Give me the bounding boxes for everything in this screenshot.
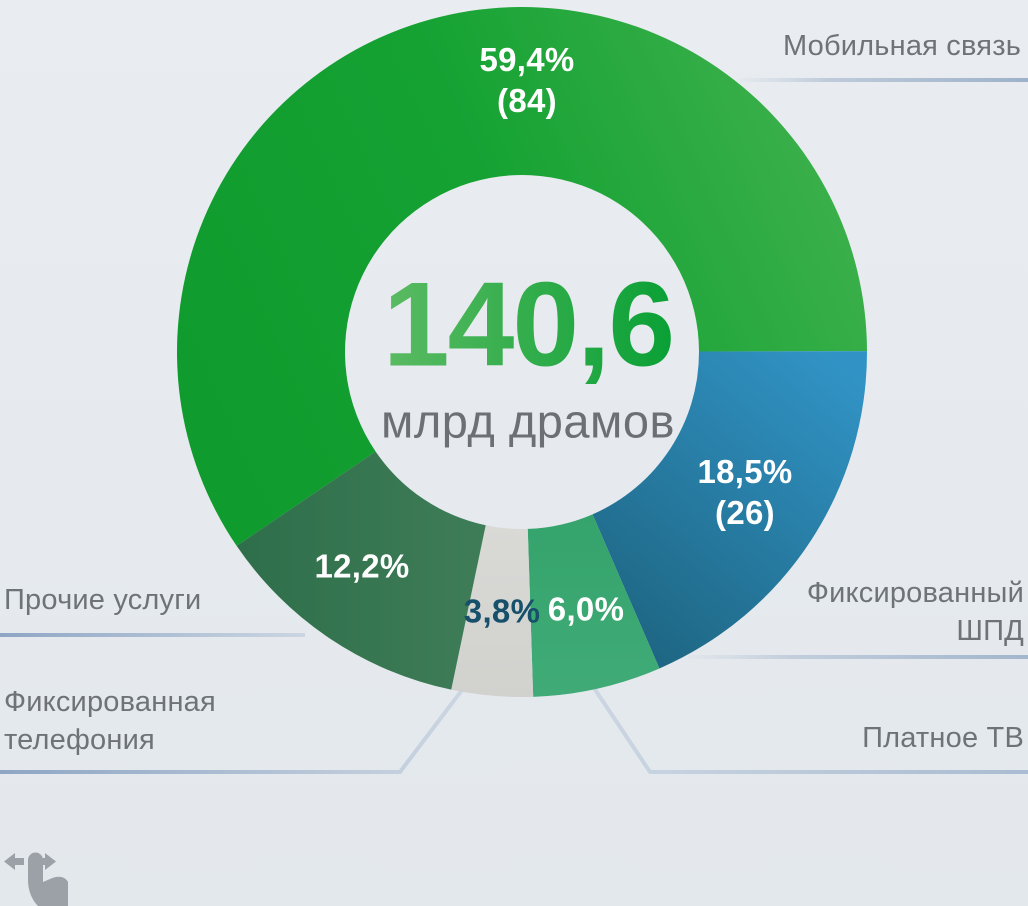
swipe-gesture-icon bbox=[4, 852, 68, 906]
slice-label-shpd: 18,5% (26) bbox=[697, 451, 792, 533]
callout-label-paytv: Платное ТВ bbox=[862, 722, 1024, 754]
callout-label-other: Прочие услуги bbox=[4, 584, 202, 616]
leader-line-paytv bbox=[592, 686, 1028, 774]
slice-pct: 59,4% bbox=[479, 41, 575, 78]
donut-segment-shpd[interactable] bbox=[592, 351, 868, 669]
slice-label-paytv: 6,0% bbox=[548, 589, 624, 630]
slice-value: (84) bbox=[497, 82, 557, 119]
donut-segment-other[interactable] bbox=[236, 451, 486, 690]
donut-segment-mobile[interactable] bbox=[177, 6, 867, 546]
donut-segment-paytv[interactable] bbox=[527, 514, 660, 697]
chart-center-total: 140,6 млрд драмов bbox=[381, 263, 675, 448]
slice-label-mobile: 59,4% (84) bbox=[479, 39, 574, 121]
slice-pct: 12,2% bbox=[314, 547, 410, 585]
slice-pct: 6,0% bbox=[547, 590, 625, 628]
callout-label-shpd: Фиксированный ШПД bbox=[806, 577, 1024, 647]
slice-value: (26) bbox=[715, 494, 775, 531]
slice-label-telephony: 3,8% bbox=[464, 591, 540, 632]
slice-pct: 3,8% bbox=[463, 592, 541, 630]
slice-pct: 18,5% bbox=[697, 453, 793, 490]
callout-label-telephony: Фиксированная телефония bbox=[4, 686, 216, 756]
total-value: 140,6 bbox=[382, 257, 675, 392]
leader-line-telephony bbox=[0, 688, 464, 774]
total-unit: млрд драмов bbox=[381, 394, 675, 448]
donut-segment-telephony[interactable] bbox=[451, 525, 534, 698]
slice-label-other: 12,2% bbox=[314, 546, 409, 587]
callout-label-mobile: Мобильная связь bbox=[782, 30, 1021, 62]
donut-segments bbox=[177, 6, 868, 698]
